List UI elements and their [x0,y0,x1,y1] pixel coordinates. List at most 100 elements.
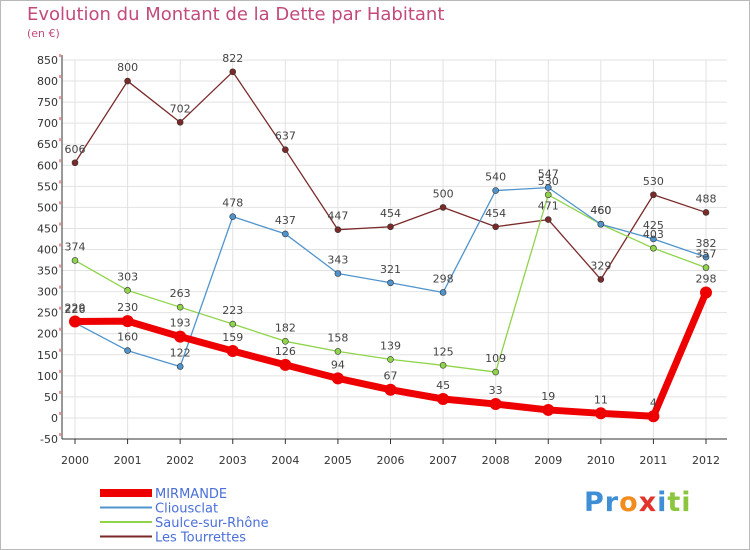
data-point [174,330,187,343]
data-point [331,372,344,385]
y-tick-label: 650 [37,138,58,151]
logo-letter: o [619,487,639,518]
data-point [384,383,397,396]
y-tick-label: -50 [40,433,58,446]
data-label: 94 [331,358,345,371]
x-tick-label: 2001 [114,454,142,467]
data-label: 437 [275,214,296,227]
logo-letter: r [604,487,620,518]
data-point [387,356,394,363]
data-point [439,289,447,296]
data-point [226,344,239,357]
data-label: 67 [384,370,398,383]
data-label: 159 [222,331,243,344]
data-label: 460 [590,204,611,217]
x-tick-label: 2008 [482,454,510,467]
data-point [437,392,450,405]
data-point [334,348,342,355]
data-label: 460 [590,204,611,217]
data-label: 182 [275,321,296,334]
chart-title: Evolution du Montant de la Dette par Hab… [27,4,445,25]
chart-subtitle: (en €) [27,27,60,40]
data-point [650,191,657,199]
y-tick-label: 800 [37,75,58,88]
logo-letter: t [667,487,682,518]
proxiti-logo: Proxiti [584,487,692,518]
y-tick-label: 200 [37,328,58,341]
data-label: 193 [170,317,191,330]
data-label: 160 [117,331,138,344]
data-point [71,257,79,264]
x-tick-label: 2011 [639,454,667,467]
x-tick-label: 2004 [271,454,299,467]
data-label: 19 [541,390,555,403]
y-tick-label: 550 [37,180,58,193]
data-label: 447 [327,210,348,223]
logo-letter: i [657,487,668,518]
data-label: 230 [117,301,138,314]
y-tick-label: 300 [37,286,58,299]
data-label: 471 [538,200,559,213]
y-tick-label: 250 [37,307,58,320]
data-point [700,286,712,299]
x-tick-label: 2005 [324,454,352,467]
data-point [439,362,447,369]
data-point [650,235,657,243]
x-tick-label: 2009 [534,454,562,467]
x-tick-label: 2000 [61,454,89,467]
data-point [594,407,607,420]
y-tick-label: 100 [37,370,58,383]
data-label: 11 [594,393,608,406]
data-label: 800 [117,61,138,74]
data-point [282,146,289,153]
data-point [702,209,710,216]
data-point [282,338,289,345]
y-tick-label: 600 [37,159,58,172]
data-point [489,398,502,411]
data-label: 403 [643,228,664,241]
data-label: 263 [170,287,191,300]
data-label: 425 [643,219,664,232]
data-label: 382 [696,237,717,250]
data-label: 45 [436,379,450,392]
data-label: 298 [696,272,717,285]
y-tick-label: 150 [37,349,58,362]
data-point [176,303,184,311]
y-tick-label: 850 [37,54,58,67]
data-label: 122 [170,347,191,360]
data-label: 223 [222,304,243,317]
y-tick-label: 0 [51,412,58,425]
data-label: 454 [485,207,506,220]
data-point [597,276,605,283]
data-point [124,77,131,85]
data-point [334,270,342,277]
data-label: 702 [170,102,191,115]
logo-letter: P [584,487,605,518]
data-label: 329 [590,259,611,272]
data-point [282,230,289,238]
data-label: 33 [489,384,503,397]
data-point [647,410,660,423]
data-label: 343 [327,254,348,267]
data-point [334,226,342,234]
data-label: 126 [275,345,296,358]
data-point [229,68,237,76]
data-label: 303 [117,270,138,283]
y-tick-label: 450 [37,222,58,235]
y-tick-label: 750 [37,96,58,109]
data-label: 321 [380,263,401,276]
x-tick-label: 2003 [219,454,247,467]
data-label: 530 [643,175,664,188]
data-point [387,223,394,231]
data-label: 4 [650,396,657,409]
data-point [121,315,134,328]
data-point [492,187,499,194]
data-point [71,159,79,167]
data-point [492,223,499,231]
data-point [702,264,710,271]
data-label: 357 [696,248,717,261]
data-point [544,216,552,223]
data-point [229,213,237,220]
x-tick-label: 2012 [692,454,720,467]
data-label: 454 [380,207,401,220]
